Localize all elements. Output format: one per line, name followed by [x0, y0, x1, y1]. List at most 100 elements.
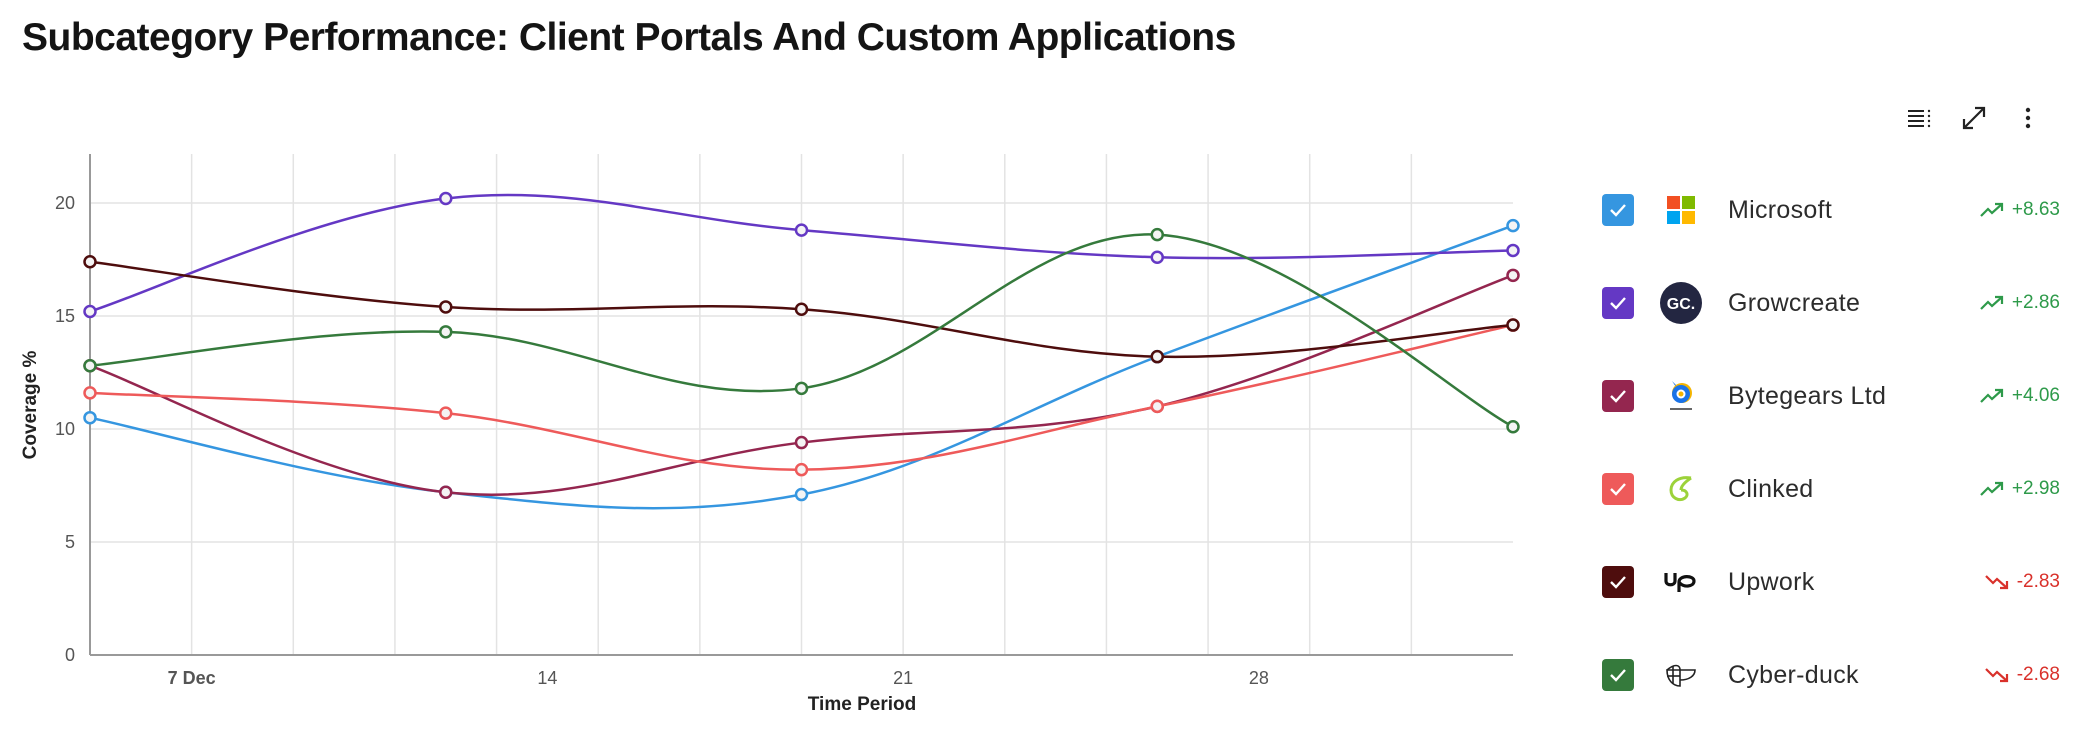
data-point[interactable]	[83, 386, 97, 400]
x-tick-label: 28	[1249, 668, 1269, 688]
trending-up-icon	[1980, 295, 2004, 310]
page-title: Subcategory Performance: Client Portals …	[22, 16, 1236, 59]
data-point[interactable]	[794, 381, 809, 396]
legend-label: Cyber-duck	[1728, 660, 1859, 689]
series-checkbox-growcreate[interactable]	[1602, 287, 1634, 319]
x-tick-label: 21	[893, 668, 913, 688]
legend-item-bytegears[interactable]: Bytegears Ltd +4.06	[1600, 366, 2060, 426]
x-tick-label: 14	[537, 668, 557, 688]
y-axis-title: Coverage %	[20, 351, 41, 460]
series-checkbox-microsoft[interactable]	[1602, 194, 1634, 226]
trend-delta: -2.68	[1984, 664, 2060, 686]
data-point[interactable]	[439, 406, 453, 420]
chart-axes: 0 5 10 15 20 7 Dec 14 21 28	[55, 154, 1513, 688]
trending-down-icon	[1984, 668, 2008, 683]
data-point[interactable]	[439, 325, 453, 339]
trending-down-icon	[1984, 575, 2008, 590]
data-point[interactable]	[1506, 419, 1520, 434]
list-legend-icon	[1908, 109, 1931, 128]
chart-toolbar	[1906, 104, 2042, 132]
y-tick-label: 10	[55, 419, 75, 439]
legend-label: Bytegears Ltd	[1728, 381, 1887, 410]
legend-item-cyberduck[interactable]: Cyber-duck -2.68	[1600, 645, 2060, 705]
y-tick-label: 0	[65, 645, 75, 665]
legend-item-growcreate[interactable]: GC. Growcreate +2.86	[1600, 273, 2060, 333]
data-point[interactable]	[439, 191, 453, 206]
cyberduck-logo-icon	[1660, 654, 1702, 696]
data-point[interactable]	[439, 485, 453, 500]
data-point[interactable]	[83, 358, 97, 373]
legend-item-upwork[interactable]: Upwork -2.83	[1600, 552, 2060, 612]
growcreate-logo-icon: GC.	[1660, 282, 1702, 324]
legend-item-clinked[interactable]: Clinked +2.98	[1600, 459, 2060, 519]
series-clinked	[83, 318, 1520, 477]
bytegears-logo-icon	[1660, 375, 1702, 417]
microsoft-logo-icon	[1660, 189, 1702, 231]
checkmark-icon	[1610, 483, 1626, 496]
legend-label: Clinked	[1728, 474, 1814, 503]
more-vertical-icon	[2025, 107, 2031, 129]
delta-value: +4.06	[2011, 385, 2060, 406]
data-point[interactable]	[794, 462, 809, 477]
clinked-logo-icon	[1660, 468, 1702, 510]
series-checkbox-cyberduck[interactable]	[1602, 659, 1634, 691]
expand-button[interactable]	[1960, 104, 1988, 132]
series-cyber-duck	[83, 227, 1520, 434]
y-tick-label: 20	[55, 193, 75, 213]
data-point[interactable]	[1150, 250, 1164, 264]
svg-text:GC.: GC.	[1667, 296, 1695, 313]
more-options-button[interactable]	[2014, 104, 2042, 132]
chart-grid	[90, 154, 1513, 655]
data-point[interactable]	[794, 302, 809, 316]
series-checkbox-upwork[interactable]	[1602, 566, 1634, 598]
delta-value: +2.98	[2011, 478, 2060, 499]
data-point[interactable]	[1506, 218, 1520, 233]
checkmark-icon	[1610, 390, 1626, 403]
legend-label: Microsoft	[1728, 195, 1833, 224]
data-point[interactable]	[83, 304, 97, 319]
checkmark-icon	[1610, 576, 1626, 589]
legend-item-microsoft[interactable]: Microsoft +8.63	[1600, 180, 2060, 240]
legend-label: Growcreate	[1728, 288, 1861, 317]
checkmark-icon	[1610, 669, 1626, 682]
data-point[interactable]	[83, 410, 97, 425]
chart-series	[83, 191, 1520, 510]
y-tick-label: 5	[65, 532, 75, 552]
data-point[interactable]	[439, 300, 453, 314]
upwork-logo-icon	[1660, 561, 1702, 603]
trending-up-icon	[1980, 388, 2004, 403]
data-point[interactable]	[1506, 243, 1520, 258]
delta-value: +2.86	[2011, 292, 2060, 313]
delta-value: -2.83	[2016, 571, 2060, 592]
trend-delta: +8.63	[1980, 199, 2060, 221]
data-point[interactable]	[1506, 318, 1520, 332]
x-axis-title: Time Period	[808, 694, 916, 715]
trend-delta: +4.06	[1980, 385, 2060, 407]
checkmark-icon	[1610, 204, 1626, 217]
data-point[interactable]	[1150, 349, 1164, 364]
data-point[interactable]	[794, 487, 809, 502]
data-point[interactable]	[1150, 227, 1164, 242]
data-point[interactable]	[1150, 399, 1164, 414]
delta-value: -2.68	[2016, 664, 2060, 685]
legend-toggle-button[interactable]	[1906, 104, 1934, 132]
series-checkbox-bytegears[interactable]	[1602, 380, 1634, 412]
trend-delta: +2.98	[1980, 478, 2060, 500]
x-tick-label: 7 Dec	[168, 668, 216, 688]
trending-up-icon	[1980, 202, 2004, 217]
checkmark-icon	[1610, 297, 1626, 310]
series-checkbox-clinked[interactable]	[1602, 473, 1634, 505]
line-chart: 0 5 10 15 20 7 Dec 14 21 28 Coverage % Time Peri…	[20, 154, 1520, 715]
legend-label: Upwork	[1728, 567, 1815, 596]
data-point[interactable]	[1506, 268, 1520, 283]
data-point[interactable]	[83, 255, 97, 269]
y-tick-label: 15	[55, 306, 75, 326]
trend-delta: -2.83	[1984, 571, 2060, 593]
trend-delta: +2.86	[1980, 292, 2060, 314]
trending-up-icon	[1980, 481, 2004, 496]
series-growcreate	[83, 191, 1520, 319]
delta-value: +8.63	[2011, 199, 2060, 220]
data-point[interactable]	[794, 223, 809, 237]
series-upwork	[83, 255, 1520, 364]
data-point[interactable]	[794, 435, 809, 450]
